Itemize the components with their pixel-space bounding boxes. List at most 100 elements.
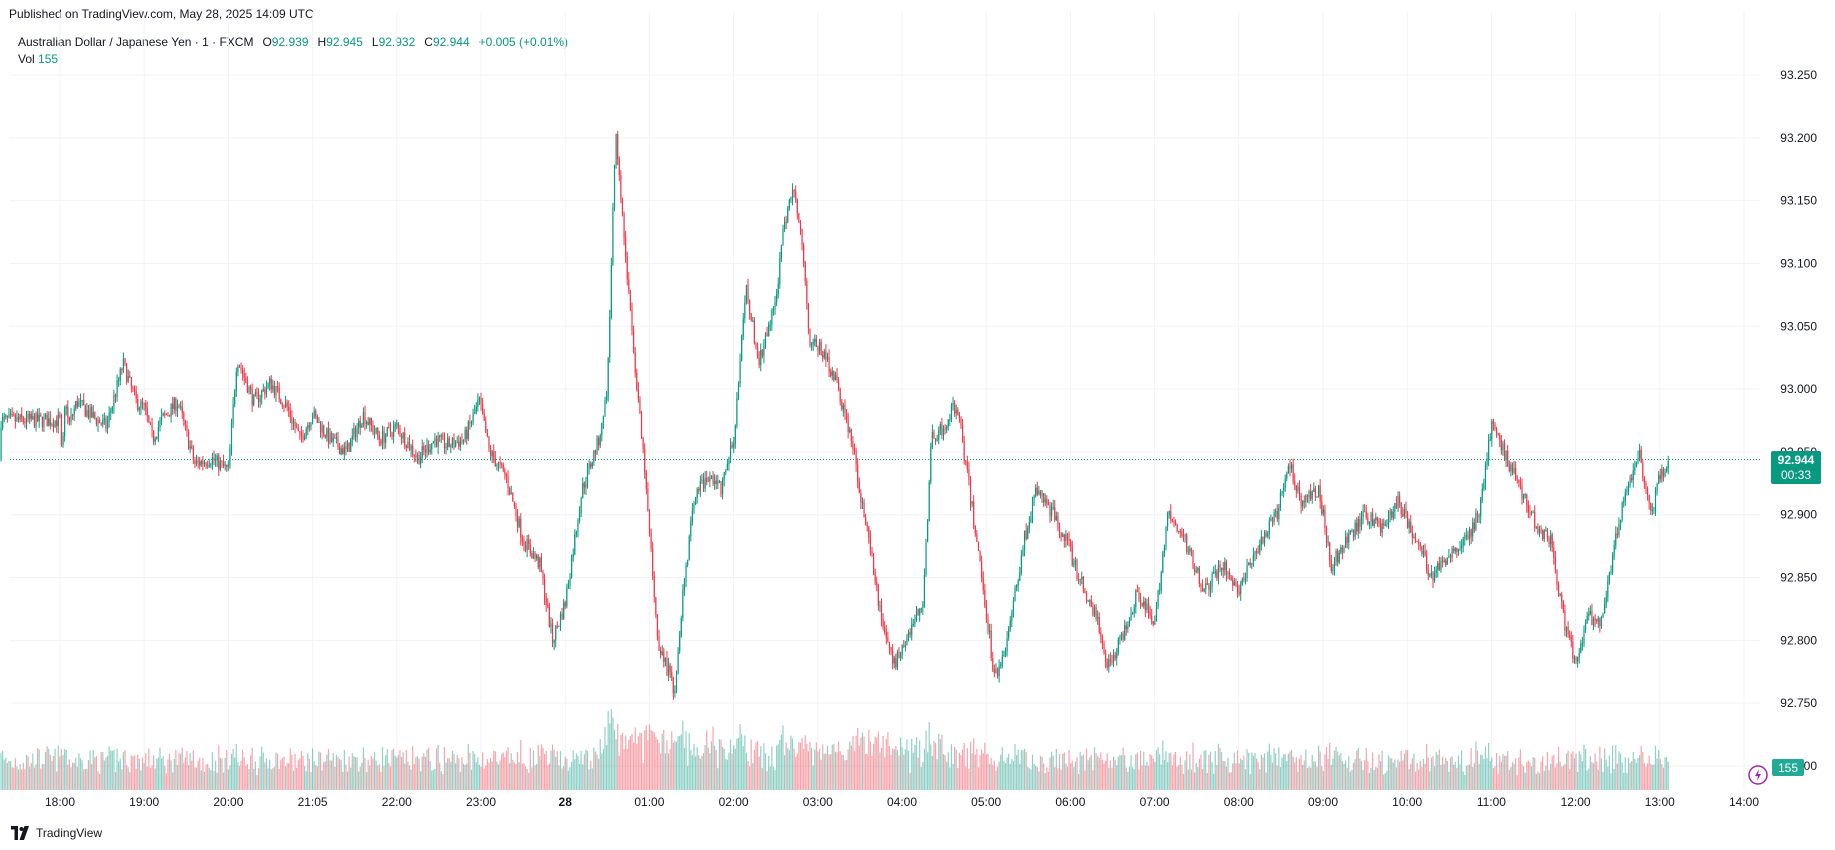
candle-body: [162, 413, 164, 416]
candle-body: [440, 435, 442, 437]
candle-body: [1360, 516, 1363, 527]
candle-body: [658, 636, 660, 651]
candle-body: [652, 548, 654, 577]
candle-body: [950, 405, 953, 420]
volume-bar: [1327, 758, 1329, 790]
volume-bar: [1303, 760, 1305, 790]
volume-bar: [1664, 757, 1666, 790]
candle-body: [199, 461, 201, 466]
candle-body: [888, 641, 891, 649]
volume-bar: [97, 771, 99, 790]
candle-body: [857, 464, 859, 482]
volume-bar: [132, 756, 134, 790]
volume-bar: [526, 768, 528, 790]
volume-bar: [1035, 765, 1037, 790]
candle-body: [1406, 513, 1409, 528]
volume-bar: [1248, 752, 1250, 790]
volume-bar: [817, 751, 819, 790]
volume-bar: [337, 756, 339, 790]
volume-bar: [1036, 766, 1038, 790]
lightning-icon[interactable]: [1748, 765, 1768, 785]
candle-body: [830, 371, 832, 376]
tradingview-logo-icon: [11, 826, 29, 840]
candle-body: [1476, 513, 1479, 518]
price-axis[interactable]: 93.25093.20093.15093.10093.05093.00092.9…: [1780, 68, 1817, 773]
candle-body: [1108, 659, 1110, 668]
candle-body: [1319, 485, 1321, 502]
volume-bar: [954, 746, 956, 790]
volume-bar: [1122, 747, 1124, 790]
candle-body: [286, 402, 288, 407]
volume-bar: [493, 750, 495, 790]
time-tick-label: 08:00: [1224, 795, 1254, 809]
volume-bar: [973, 738, 975, 790]
volume-bar: [1114, 759, 1116, 790]
volume-bar: [21, 769, 23, 790]
volume-bar: [850, 745, 852, 790]
candle-body: [1217, 564, 1220, 579]
volume-bar: [907, 750, 910, 790]
volume-bar: [1618, 751, 1620, 790]
volume-bar: [25, 754, 28, 790]
candle-body: [561, 613, 563, 619]
volume-bar: [674, 740, 676, 790]
candle-body: [1321, 501, 1323, 514]
volume-bar: [556, 751, 558, 790]
volume-bar: [1044, 773, 1046, 790]
volume-bar: [753, 749, 755, 790]
volume-bar: [569, 767, 571, 790]
volume-bar: [949, 767, 951, 790]
candle-body: [480, 397, 482, 405]
volume-bar: [1319, 751, 1321, 790]
volume-bar: [1483, 758, 1485, 790]
volume-bar: [593, 747, 595, 790]
volume-bar: [858, 745, 860, 790]
candle-body: [838, 380, 840, 389]
candle-body: [346, 442, 349, 450]
candle-body: [852, 441, 854, 450]
volume-bar: [1329, 742, 1331, 790]
candle-body: [909, 632, 911, 635]
volume-bar: [1370, 768, 1372, 790]
candle-body: [677, 651, 679, 674]
candle-body: [1650, 502, 1652, 511]
volume-bar: [672, 742, 674, 790]
candle-body: [853, 449, 856, 451]
candle-body: [801, 228, 803, 245]
candle-body: [1443, 560, 1445, 563]
volume-bar: [707, 747, 709, 790]
candle-body: [507, 476, 509, 489]
candle-body: [1093, 607, 1096, 616]
volume-bar: [1511, 762, 1514, 790]
volume-bar: [1629, 762, 1631, 790]
volume-bar: [1043, 763, 1045, 790]
candle-body: [590, 463, 592, 467]
volume-bar: [712, 726, 714, 790]
volume-bar: [1367, 760, 1369, 790]
candle-body: [81, 399, 83, 401]
candle-body: [1515, 467, 1517, 480]
candle-body: [222, 461, 225, 466]
candle-body: [766, 332, 768, 336]
volume-badge-value: 155: [1778, 761, 1798, 775]
volume-bar: [1623, 772, 1625, 790]
candle-body: [631, 308, 633, 331]
footer-brand[interactable]: TradingView: [9, 826, 102, 840]
volume-bar: [1596, 761, 1598, 790]
symbol-title[interactable]: Australian Dollar / Japanese Yen · 1 · F…: [18, 35, 254, 49]
volume-bar: [720, 739, 722, 790]
time-tick-label: 18:00: [45, 795, 75, 809]
candle-body: [278, 387, 280, 400]
candle-body: [712, 475, 714, 485]
volume-bar: [8, 760, 10, 790]
volume-bar: [1427, 757, 1429, 790]
time-axis[interactable]: 18:00 19:00 20:00 21:05 22:00 23:00 28 01:00 02:…: [45, 795, 1759, 809]
candle-body: [13, 414, 15, 416]
candle-body: [1468, 529, 1471, 539]
candle-body: [393, 426, 395, 437]
volume-bar: [200, 770, 202, 790]
volume-bar: [1443, 764, 1445, 790]
volume-bar: [1109, 760, 1111, 790]
candle-body: [1581, 643, 1583, 645]
